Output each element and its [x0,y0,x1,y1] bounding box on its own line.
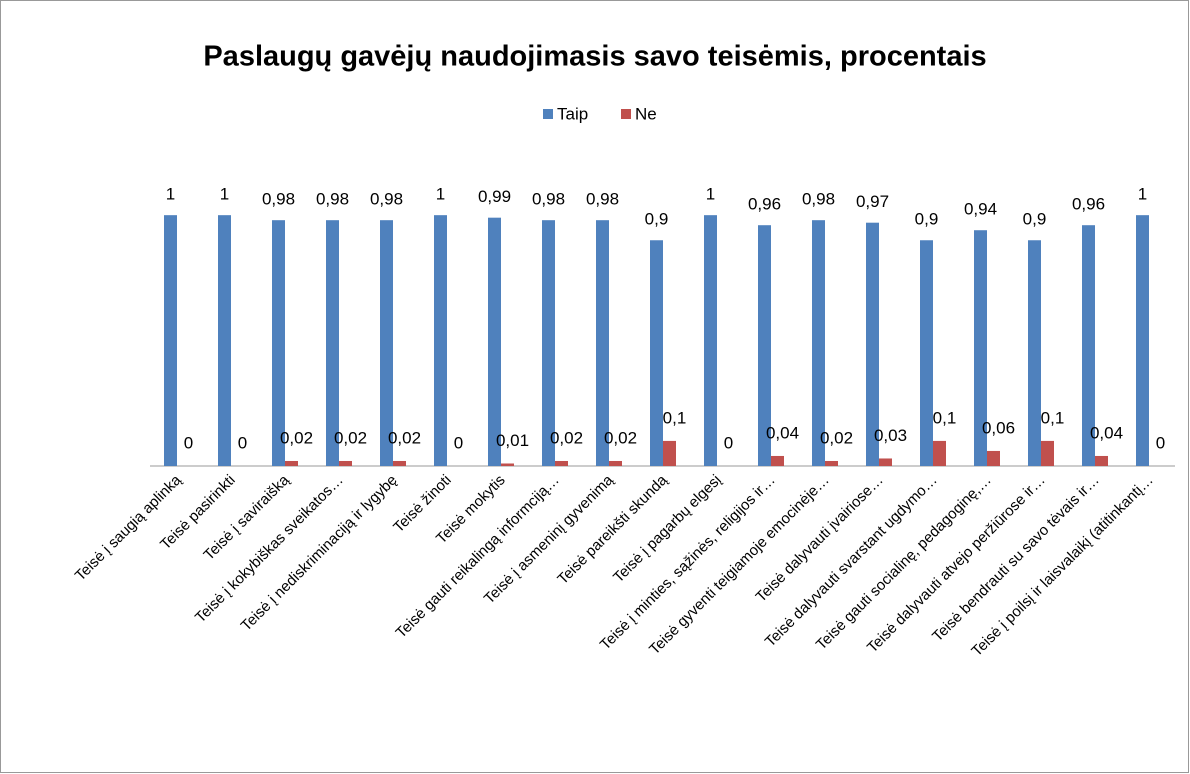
bar [987,450,1000,466]
value-label: 0,01 [496,431,529,450]
bar [339,460,352,466]
value-label: 0,02 [550,428,583,447]
value-label: 0,9 [645,210,669,229]
value-label: 0,02 [388,428,421,447]
bar [812,220,825,466]
value-label: 0 [1156,433,1165,452]
bar [555,460,568,466]
legend-label: Taip [557,104,588,123]
bar [393,460,406,466]
value-label: 0,1 [1041,408,1065,427]
value-label: 0,9 [1023,210,1047,229]
chart-title: Paslaugų gavėjų naudojimasis savo teisėm… [203,41,986,73]
bar [326,220,339,466]
value-label: 0 [184,433,193,452]
bar [609,460,622,466]
bar [218,215,231,466]
bar [501,463,514,466]
bar [164,215,177,466]
value-label: 0,98 [802,190,835,209]
value-label: 0,98 [532,190,565,209]
bar [596,220,609,466]
bar [542,220,555,466]
value-label: 0,98 [262,190,295,209]
bar [1041,440,1054,466]
value-label: 0 [724,433,733,452]
bar [272,220,285,466]
bar [974,230,987,466]
value-label: 0,02 [334,428,367,447]
value-label: 1 [166,185,175,204]
value-label: 0,04 [766,423,799,442]
value-label: 1 [436,185,445,204]
value-label: 0 [238,433,247,452]
bar [1082,225,1095,466]
bar [920,240,933,466]
value-label: 0,97 [856,192,889,211]
bar [380,220,393,466]
value-label: 0,9 [915,210,939,229]
bar [771,455,784,466]
bar [879,458,892,466]
value-label: 0,98 [370,190,403,209]
bar [758,225,771,466]
bar [866,222,879,466]
value-label: 1 [220,185,229,204]
value-label: 0,99 [478,187,511,206]
value-label: 0,02 [820,428,853,447]
bar [663,440,676,466]
legend-label: Ne [635,104,657,123]
value-label: 0,03 [874,426,907,445]
legend-swatch [543,109,553,119]
bar [434,215,447,466]
bar [1095,455,1108,466]
bar [1028,240,1041,466]
value-label: 0,06 [982,418,1015,437]
value-label: 0,1 [933,408,957,427]
value-label: 0,96 [1072,195,1105,214]
value-label: 0,98 [586,190,619,209]
value-label: 0,94 [964,200,997,219]
value-label: 0,96 [748,195,781,214]
legend-swatch [621,109,631,119]
bar [1136,215,1149,466]
bar [650,240,663,466]
bar [488,217,501,466]
value-label: 0,04 [1090,423,1123,442]
value-label: 1 [706,185,715,204]
bar [825,460,838,466]
bar [704,215,717,466]
value-label: 0,02 [604,428,637,447]
value-label: 1 [1138,185,1147,204]
value-label: 0 [454,433,463,452]
value-label: 0,98 [316,190,349,209]
value-label: 0,1 [663,408,687,427]
bar [285,460,298,466]
value-label: 0,02 [280,428,313,447]
bar [933,440,946,466]
